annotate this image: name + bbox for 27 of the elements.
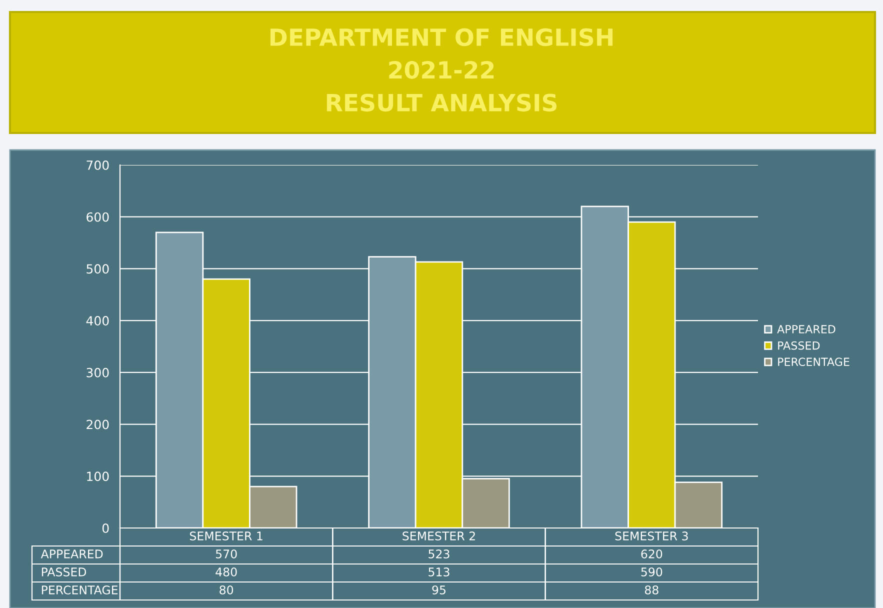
y-tick-label: 0: [102, 523, 109, 533]
y-tick-label: 300: [86, 368, 109, 378]
text: PASSED: [42, 567, 86, 576]
data-label: 80: [220, 585, 234, 594]
data-label: 620: [641, 549, 662, 558]
data-label: 480: [216, 567, 237, 576]
x-tick-label: SEMESTER 2: [402, 531, 475, 540]
chart-title: DEPARTMENT OF ENGLISH 2021-22 RESULT ANALYSIS: [270, 28, 613, 112]
x-tick-label: SEMESTER 1: [190, 531, 262, 540]
legend-label: APPEARED: [777, 325, 836, 334]
y-tick-label: 700: [86, 160, 109, 170]
text: PERCENTAGE: [42, 585, 118, 594]
data-label: 88: [644, 585, 658, 594]
text: APPEARED: [40, 550, 103, 558]
y-tick-label: 200: [86, 420, 109, 430]
data-label: 590: [641, 567, 662, 576]
y-tick-label: 500: [86, 264, 109, 274]
x-tick-label: SEMESTER 3: [615, 531, 688, 540]
y-tick-label: 600: [86, 212, 109, 222]
data-label: 523: [428, 549, 450, 558]
y-tick-label: 100: [87, 472, 109, 482]
data-label: 95: [432, 585, 446, 594]
legend-label: PERCENTAGE: [778, 358, 850, 366]
legend-label: PASSED: [778, 341, 820, 350]
y-tick-label: 400: [86, 316, 109, 326]
data-label: 570: [216, 549, 237, 558]
data-label: 513: [428, 567, 450, 576]
